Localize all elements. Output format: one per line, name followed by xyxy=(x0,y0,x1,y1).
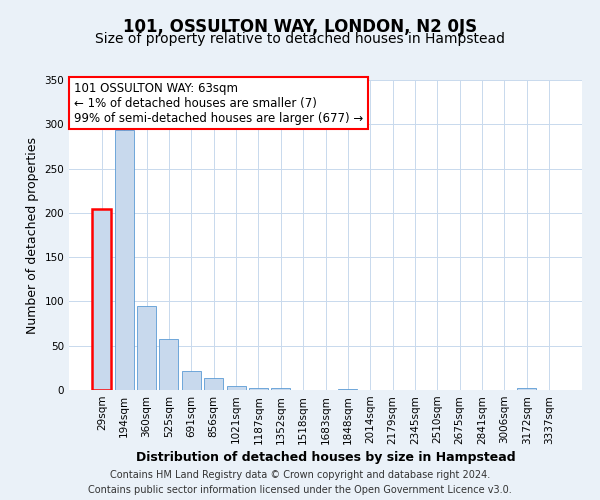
Text: Contains HM Land Registry data © Crown copyright and database right 2024.
Contai: Contains HM Land Registry data © Crown c… xyxy=(88,470,512,495)
Bar xyxy=(137,306,156,390)
Bar xyxy=(517,388,536,390)
Bar xyxy=(182,372,201,390)
Bar xyxy=(227,386,245,390)
Text: Size of property relative to detached houses in Hampstead: Size of property relative to detached ho… xyxy=(95,32,505,46)
Text: 101, OSSULTON WAY, LONDON, N2 0JS: 101, OSSULTON WAY, LONDON, N2 0JS xyxy=(123,18,477,36)
Text: 101 OSSULTON WAY: 63sqm
← 1% of detached houses are smaller (7)
99% of semi-deta: 101 OSSULTON WAY: 63sqm ← 1% of detached… xyxy=(74,82,364,124)
Y-axis label: Number of detached properties: Number of detached properties xyxy=(26,136,39,334)
Bar xyxy=(92,210,112,390)
Bar xyxy=(160,338,178,390)
Bar xyxy=(249,388,268,390)
X-axis label: Distribution of detached houses by size in Hampstead: Distribution of detached houses by size … xyxy=(136,450,515,464)
Bar xyxy=(115,130,134,390)
Bar xyxy=(271,388,290,390)
Bar xyxy=(338,389,358,390)
Bar xyxy=(204,378,223,390)
